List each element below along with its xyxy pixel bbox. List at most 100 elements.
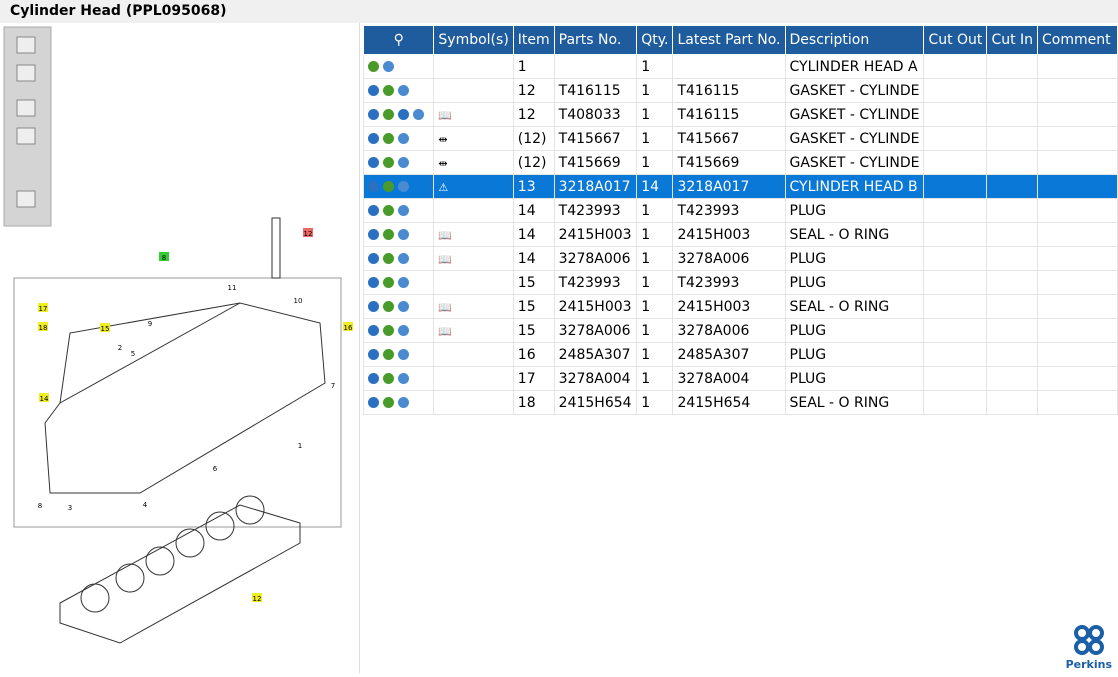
table-row[interactable]: ⇹ (12) T415667 1 T415667 GASKET - CYLINDE bbox=[362, 126, 1118, 151]
cell: 13 bbox=[512, 174, 555, 199]
column-header[interactable]: Cut Out bbox=[923, 25, 988, 55]
cell: PLUG bbox=[784, 318, 925, 343]
table-row[interactable]: 📖 14 2415H003 1 2415H003 SEAL - O RING bbox=[362, 222, 1118, 247]
icon bbox=[398, 157, 409, 168]
column-header[interactable]: Comment bbox=[1037, 25, 1118, 55]
logo: Perkins bbox=[1066, 625, 1112, 671]
cell bbox=[923, 174, 988, 199]
cell: 2415H654 bbox=[672, 390, 786, 415]
icon bbox=[383, 397, 394, 408]
table-row[interactable]: 📖 12 T408033 1 T416115 GASKET - CYLINDE bbox=[362, 102, 1118, 127]
callout: 9 bbox=[148, 320, 152, 328]
cell bbox=[1037, 246, 1118, 271]
cell bbox=[923, 390, 988, 415]
callout: 12 bbox=[304, 230, 313, 238]
row-icons bbox=[362, 390, 435, 415]
cell: T423993 bbox=[553, 198, 638, 223]
icon bbox=[398, 397, 409, 408]
table-row[interactable]: ⇹ (12) T415669 1 T415669 GASKET - CYLINDE bbox=[362, 150, 1118, 175]
icon bbox=[368, 229, 379, 240]
cell bbox=[986, 246, 1039, 271]
cell bbox=[986, 318, 1039, 343]
table-row[interactable]: 15 T423993 1 T423993 PLUG bbox=[362, 270, 1118, 295]
symbol: 📖 bbox=[438, 252, 453, 266]
callout: 1 bbox=[298, 442, 302, 450]
cell: GASKET - CYLINDE bbox=[784, 150, 925, 175]
cell: 3218A017 bbox=[672, 174, 786, 199]
table-row[interactable]: 18 2415H654 1 2415H654 SEAL - O RING bbox=[362, 390, 1118, 415]
table-row[interactable]: 17 3278A004 1 3278A004 PLUG bbox=[362, 366, 1118, 391]
table-row[interactable]: 12 T416115 1 T416115 GASKET - CYLINDE bbox=[362, 78, 1118, 103]
callout: 2 bbox=[118, 344, 122, 352]
table-row[interactable]: 14 T423993 1 T423993 PLUG bbox=[362, 198, 1118, 223]
cell: T408033 bbox=[553, 102, 638, 127]
row-icons bbox=[362, 342, 435, 367]
symbol: 📖 bbox=[438, 324, 453, 338]
table-row[interactable]: 📖 15 3278A006 1 3278A006 PLUG bbox=[362, 318, 1118, 343]
cell: 18 bbox=[512, 390, 555, 415]
row-symbols: 📖 bbox=[433, 102, 514, 127]
cell bbox=[923, 78, 988, 103]
row-icons bbox=[362, 222, 435, 247]
row-icons bbox=[362, 78, 435, 103]
table-row[interactable]: ⚠ 13 3218A017 14 3218A017 CYLINDER HEAD B bbox=[362, 174, 1118, 199]
column-header[interactable]: Symbol(s) bbox=[433, 25, 514, 55]
cell bbox=[923, 366, 988, 391]
cell bbox=[1037, 270, 1118, 295]
cell: CYLINDER HEAD A bbox=[784, 54, 925, 79]
cell bbox=[1037, 222, 1118, 247]
row-icons bbox=[362, 270, 435, 295]
cell: 1 bbox=[636, 102, 674, 127]
column-header[interactable]: Qty. bbox=[636, 25, 674, 55]
icon bbox=[383, 301, 394, 312]
icon bbox=[383, 61, 394, 72]
cell bbox=[1037, 294, 1118, 319]
callout-box bbox=[38, 303, 48, 312]
cell: GASKET - CYLINDE bbox=[784, 78, 925, 103]
cell bbox=[986, 102, 1039, 127]
callout: 16 bbox=[344, 324, 353, 332]
icon bbox=[383, 133, 394, 144]
icon bbox=[383, 349, 394, 360]
cell bbox=[986, 222, 1039, 247]
callout: 11 bbox=[228, 284, 237, 292]
cell bbox=[923, 294, 988, 319]
row-symbols bbox=[433, 270, 514, 295]
table-row[interactable]: 📖 14 3278A006 1 3278A006 PLUG bbox=[362, 246, 1118, 271]
callout-box bbox=[343, 322, 353, 331]
cell: 1 bbox=[636, 318, 674, 343]
icon bbox=[398, 229, 409, 240]
cell bbox=[986, 270, 1039, 295]
cell bbox=[1037, 54, 1118, 79]
callout: 3 bbox=[68, 504, 72, 512]
cell: 1 bbox=[636, 126, 674, 151]
column-header[interactable]: Cut In bbox=[986, 25, 1039, 55]
cell bbox=[553, 54, 638, 79]
symbol: ⚠ bbox=[438, 180, 449, 194]
row-symbols: 📖 bbox=[433, 318, 514, 343]
icon bbox=[368, 181, 379, 192]
cell: 3278A006 bbox=[672, 246, 786, 271]
column-header[interactable]: Latest Part No. bbox=[672, 25, 786, 55]
diagram-panel: 12 8 11 10 16 17 18 15 9 2 5 14 7 1 6 8 3 4 12 bbox=[0, 23, 360, 673]
cell bbox=[923, 150, 988, 175]
column-header[interactable]: Parts No. bbox=[553, 25, 638, 55]
icon bbox=[383, 229, 394, 240]
toolbar-buttons[interactable] bbox=[16, 36, 36, 208]
column-header[interactable]: Description bbox=[784, 25, 925, 55]
icon-header[interactable]: ⚲ bbox=[362, 25, 435, 55]
callout: 8 bbox=[38, 502, 42, 510]
cell: 14 bbox=[512, 198, 555, 223]
icon bbox=[398, 373, 409, 384]
table-row[interactable]: 📖 15 2415H003 1 2415H003 SEAL - O RING bbox=[362, 294, 1118, 319]
cell: 3278A004 bbox=[672, 366, 786, 391]
table-row[interactable]: 16 2485A307 1 2485A307 PLUG bbox=[362, 342, 1118, 367]
column-header[interactable]: Item bbox=[512, 25, 555, 55]
cell: SEAL - O RING bbox=[784, 222, 925, 247]
row-symbols bbox=[433, 390, 514, 415]
table-row[interactable]: 1 1 CYLINDER HEAD A bbox=[362, 54, 1118, 79]
icon bbox=[368, 349, 379, 360]
cell: SEAL - O RING bbox=[784, 294, 925, 319]
cell bbox=[1037, 150, 1118, 175]
